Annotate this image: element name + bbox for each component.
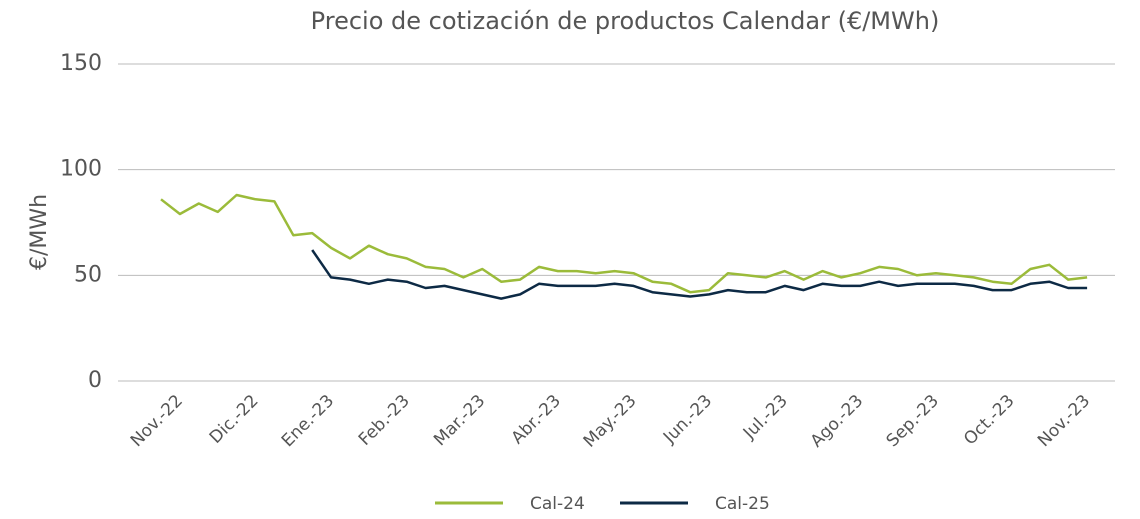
y-tick-label: 100: [60, 157, 102, 182]
x-tick-label: Ago.-23: [807, 391, 868, 452]
x-tick-label: Mar.-23: [430, 391, 489, 450]
x-tick-label: Nov.-23: [1034, 391, 1094, 451]
y-tick-label: 50: [74, 262, 102, 287]
y-tick-label: 150: [60, 51, 102, 76]
series-line: [160, 193, 1088, 294]
x-tick-label: Sep.-23: [883, 391, 943, 451]
y-axis-label: €/MWh: [27, 194, 52, 270]
x-tick-label: May.-23: [580, 391, 641, 452]
y-tick-label: 0: [88, 368, 102, 393]
series-line: [311, 249, 1088, 300]
x-tick-label: Jul.-23: [739, 391, 792, 444]
legend-label: Cal-25: [715, 494, 770, 514]
x-tick-label: Jun.-23: [659, 391, 716, 448]
x-tick-label: Dic.-22: [206, 391, 263, 448]
chart-title: Precio de cotización de productos Calend…: [311, 7, 940, 35]
x-tick-label: Feb.-23: [355, 391, 414, 450]
x-tick-label: Abr.-23: [508, 391, 565, 448]
legend-label: Cal-24: [530, 494, 585, 514]
x-tick-label: Oct.-23: [960, 391, 1018, 449]
x-tick-label: Nov.-22: [127, 391, 187, 451]
x-tick-label: Ene.-23: [278, 391, 338, 451]
